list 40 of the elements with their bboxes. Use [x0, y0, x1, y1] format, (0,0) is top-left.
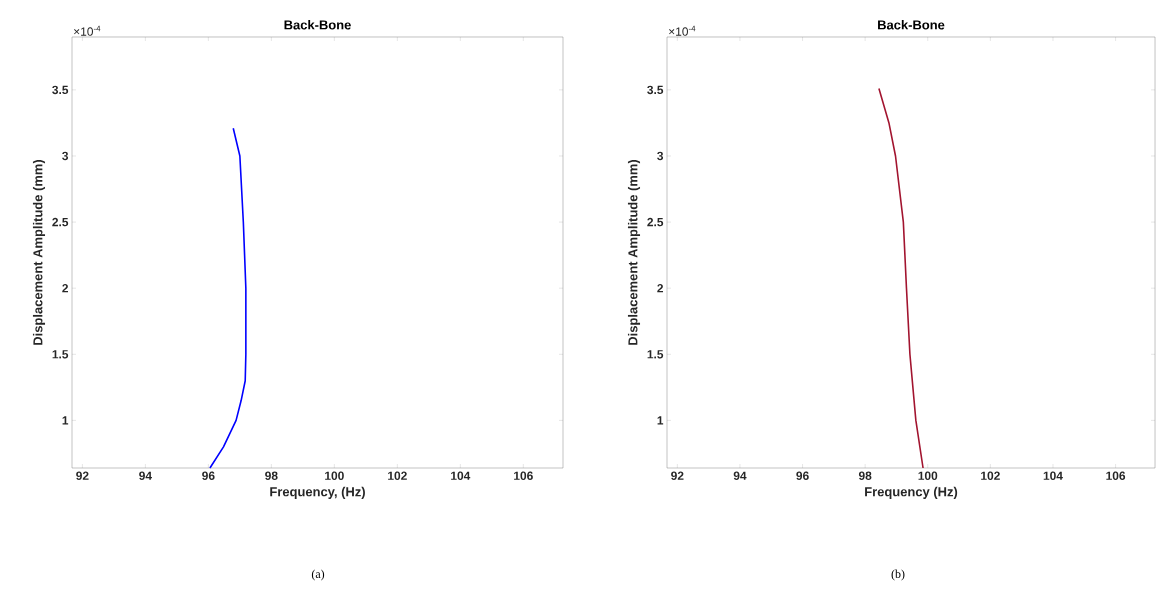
text: ×10$^{-4}$ — [669, 25, 696, 36]
y-tick-label: 1 — [62, 416, 69, 425]
x-tick-label: 102 — [388, 471, 407, 480]
x-axis-title: Frequency (Hz) — [865, 486, 958, 499]
y-tick-label: 2.5 — [52, 217, 69, 227]
y-tick-label: 3 — [62, 151, 69, 161]
y-axis-title: Displacement Amplitude (mm) — [32, 159, 46, 345]
y-tick-label: 2.5 — [647, 217, 664, 227]
x-tick-label: 102 — [981, 471, 1000, 480]
x-tick-label: 94 — [139, 471, 152, 480]
y-tick-label: 3.5 — [52, 85, 69, 95]
y-axis-title: Displacement Amplitude (mm) — [627, 159, 641, 345]
x-tick-label: 94 — [733, 471, 747, 480]
chart-title: Back-Bone — [878, 19, 945, 30]
x-tick-label: 92 — [76, 471, 89, 480]
line-series — [209, 127, 247, 469]
x-tick-label: 104 — [451, 471, 471, 480]
x-tick-label: 96 — [202, 471, 215, 480]
y-tick-label: 2 — [657, 284, 664, 293]
y-tick-label: 1.5 — [647, 350, 664, 359]
x-tick-label: 98 — [858, 471, 872, 480]
text: (a) — [311, 569, 325, 581]
y-tick-label: 1 — [657, 416, 664, 425]
y-tick-label: 2 — [62, 284, 68, 293]
y-tick-label: 1.5 — [52, 350, 69, 359]
x-tick-label: 104 — [1043, 471, 1063, 480]
x-tick-label: 100 — [325, 471, 344, 480]
y-tick-label: 3 — [657, 151, 664, 161]
text: ×10$^{-4}$ — [74, 25, 101, 36]
x-tick-label: 100 — [918, 471, 938, 480]
chart-title: Back-Bone — [284, 19, 351, 30]
x-tick-label: 98 — [265, 471, 278, 480]
x-tick-label: 96 — [796, 471, 809, 480]
line-series — [878, 87, 924, 469]
x-axis-title: Frequency, (Hz) — [270, 486, 365, 499]
x-tick-label: 92 — [671, 471, 684, 480]
y-tick-label: 3.5 — [647, 85, 664, 95]
x-tick-label: 106 — [514, 471, 533, 480]
text: (b) — [891, 569, 905, 581]
x-tick-label: 106 — [1106, 471, 1126, 480]
